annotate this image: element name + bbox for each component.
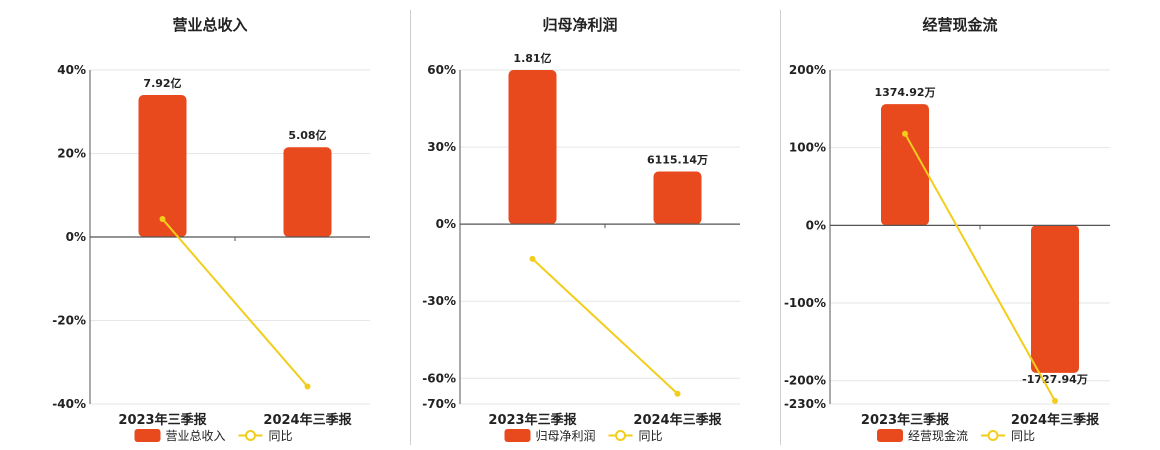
legend-line-label: 同比	[269, 429, 293, 443]
bar	[508, 70, 557, 225]
bar-data-label: 5.08亿	[288, 128, 326, 142]
y-tick-label: -70%	[422, 397, 456, 411]
legend-bar-label: 经营现金流	[908, 428, 968, 443]
chart-cashflow: 经营现金流 200% 100% 0% -100% -200% -230% 1374.92万 -1…	[784, 16, 1110, 443]
legend-line-label: 同比	[639, 429, 663, 443]
chart-panel-revenue: 营业总收入 40% 20% 0% -20% -40% 7.92亿 5.08亿 2023年三季报 2…	[0, 0, 370, 450]
y-tick-label: 20%	[57, 147, 86, 161]
yoy-point	[902, 130, 908, 137]
bar	[283, 147, 332, 237]
y-tick-label: 0%	[436, 217, 456, 231]
yoy-point	[304, 383, 311, 390]
bar	[881, 104, 929, 226]
legend-line-marker	[615, 430, 626, 441]
y-tick-label: 40%	[57, 63, 86, 77]
x-category-label: 2024年三季报	[1011, 412, 1100, 428]
chart-title: 经营现金流	[922, 16, 997, 34]
legend-bar-label: 营业总收入	[166, 429, 226, 443]
legend-bar-swatch	[877, 429, 903, 442]
y-tick-label: -30%	[422, 294, 456, 308]
legend-line-marker	[987, 430, 999, 441]
y-tick-label: 60%	[427, 63, 456, 77]
yoy-line	[904, 133, 1056, 402]
y-tick-label: 200%	[789, 63, 826, 77]
bar-data-label: 1.81亿	[513, 51, 551, 65]
x-category-label: 2023年三季报	[118, 412, 207, 428]
chart-panel-net-profit: 归母净利润 60% 30% 0% -30% -60% -70% 1.81亿 6115.14万 20…	[370, 0, 740, 450]
x-category-label: 2024年三季报	[263, 412, 352, 428]
y-tick-label: -20%	[52, 314, 86, 328]
y-tick-label: 30%	[427, 140, 456, 154]
chart-title: 归母净利润	[542, 16, 617, 34]
x-category-label: 2024年三季报	[633, 412, 722, 428]
yoy-line	[161, 218, 309, 388]
bar-data-label: 1374.92万	[874, 86, 935, 99]
bar	[1031, 225, 1079, 373]
yoy-line	[531, 258, 679, 395]
bar-data-label: 7.92亿	[143, 76, 181, 90]
yoy-point	[1052, 397, 1058, 404]
legend-line-marker	[245, 430, 256, 441]
legend-bar-label: 归母净利润	[536, 429, 596, 443]
y-tick-label: -60%	[422, 371, 456, 385]
legend-bar-swatch	[504, 429, 531, 442]
chart-net-profit: 归母净利润 60% 30% 0% -30% -60% -70% 1.81亿 6115.14万 20…	[422, 16, 740, 443]
panel-divider	[410, 10, 411, 445]
y-tick-label: 100%	[789, 141, 826, 155]
legend-bar-swatch	[134, 429, 161, 442]
yoy-point	[159, 216, 166, 223]
yoy-point	[674, 390, 681, 397]
y-tick-label: -40%	[52, 397, 86, 411]
y-tick-label: -100%	[784, 296, 826, 310]
bar	[653, 171, 702, 225]
x-category-label: 2023年三季报	[488, 412, 577, 428]
chart-title: 营业总收入	[172, 16, 247, 34]
legend-line-label: 同比	[1011, 429, 1035, 443]
bar	[138, 95, 187, 237]
chart-panel-cashflow: 经营现金流 200% 100% 0% -100% -200% -230% 1374.92万 -1…	[740, 0, 1110, 450]
panel-divider	[780, 10, 781, 445]
chart-revenue: 营业总收入 40% 20% 0% -20% -40% 7.92亿 5.08亿 2023年三季报 2…	[52, 16, 370, 443]
y-tick-label: 0%	[66, 230, 86, 244]
bar-data-label: 6115.14万	[647, 153, 708, 166]
yoy-point	[529, 255, 536, 262]
y-tick-label: -200%	[784, 374, 826, 388]
y-tick-label: 0%	[806, 218, 826, 232]
y-tick-label: -230%	[784, 397, 826, 411]
bar-data-label: -1727.94万	[1022, 373, 1088, 386]
x-category-label: 2023年三季报	[861, 412, 950, 428]
